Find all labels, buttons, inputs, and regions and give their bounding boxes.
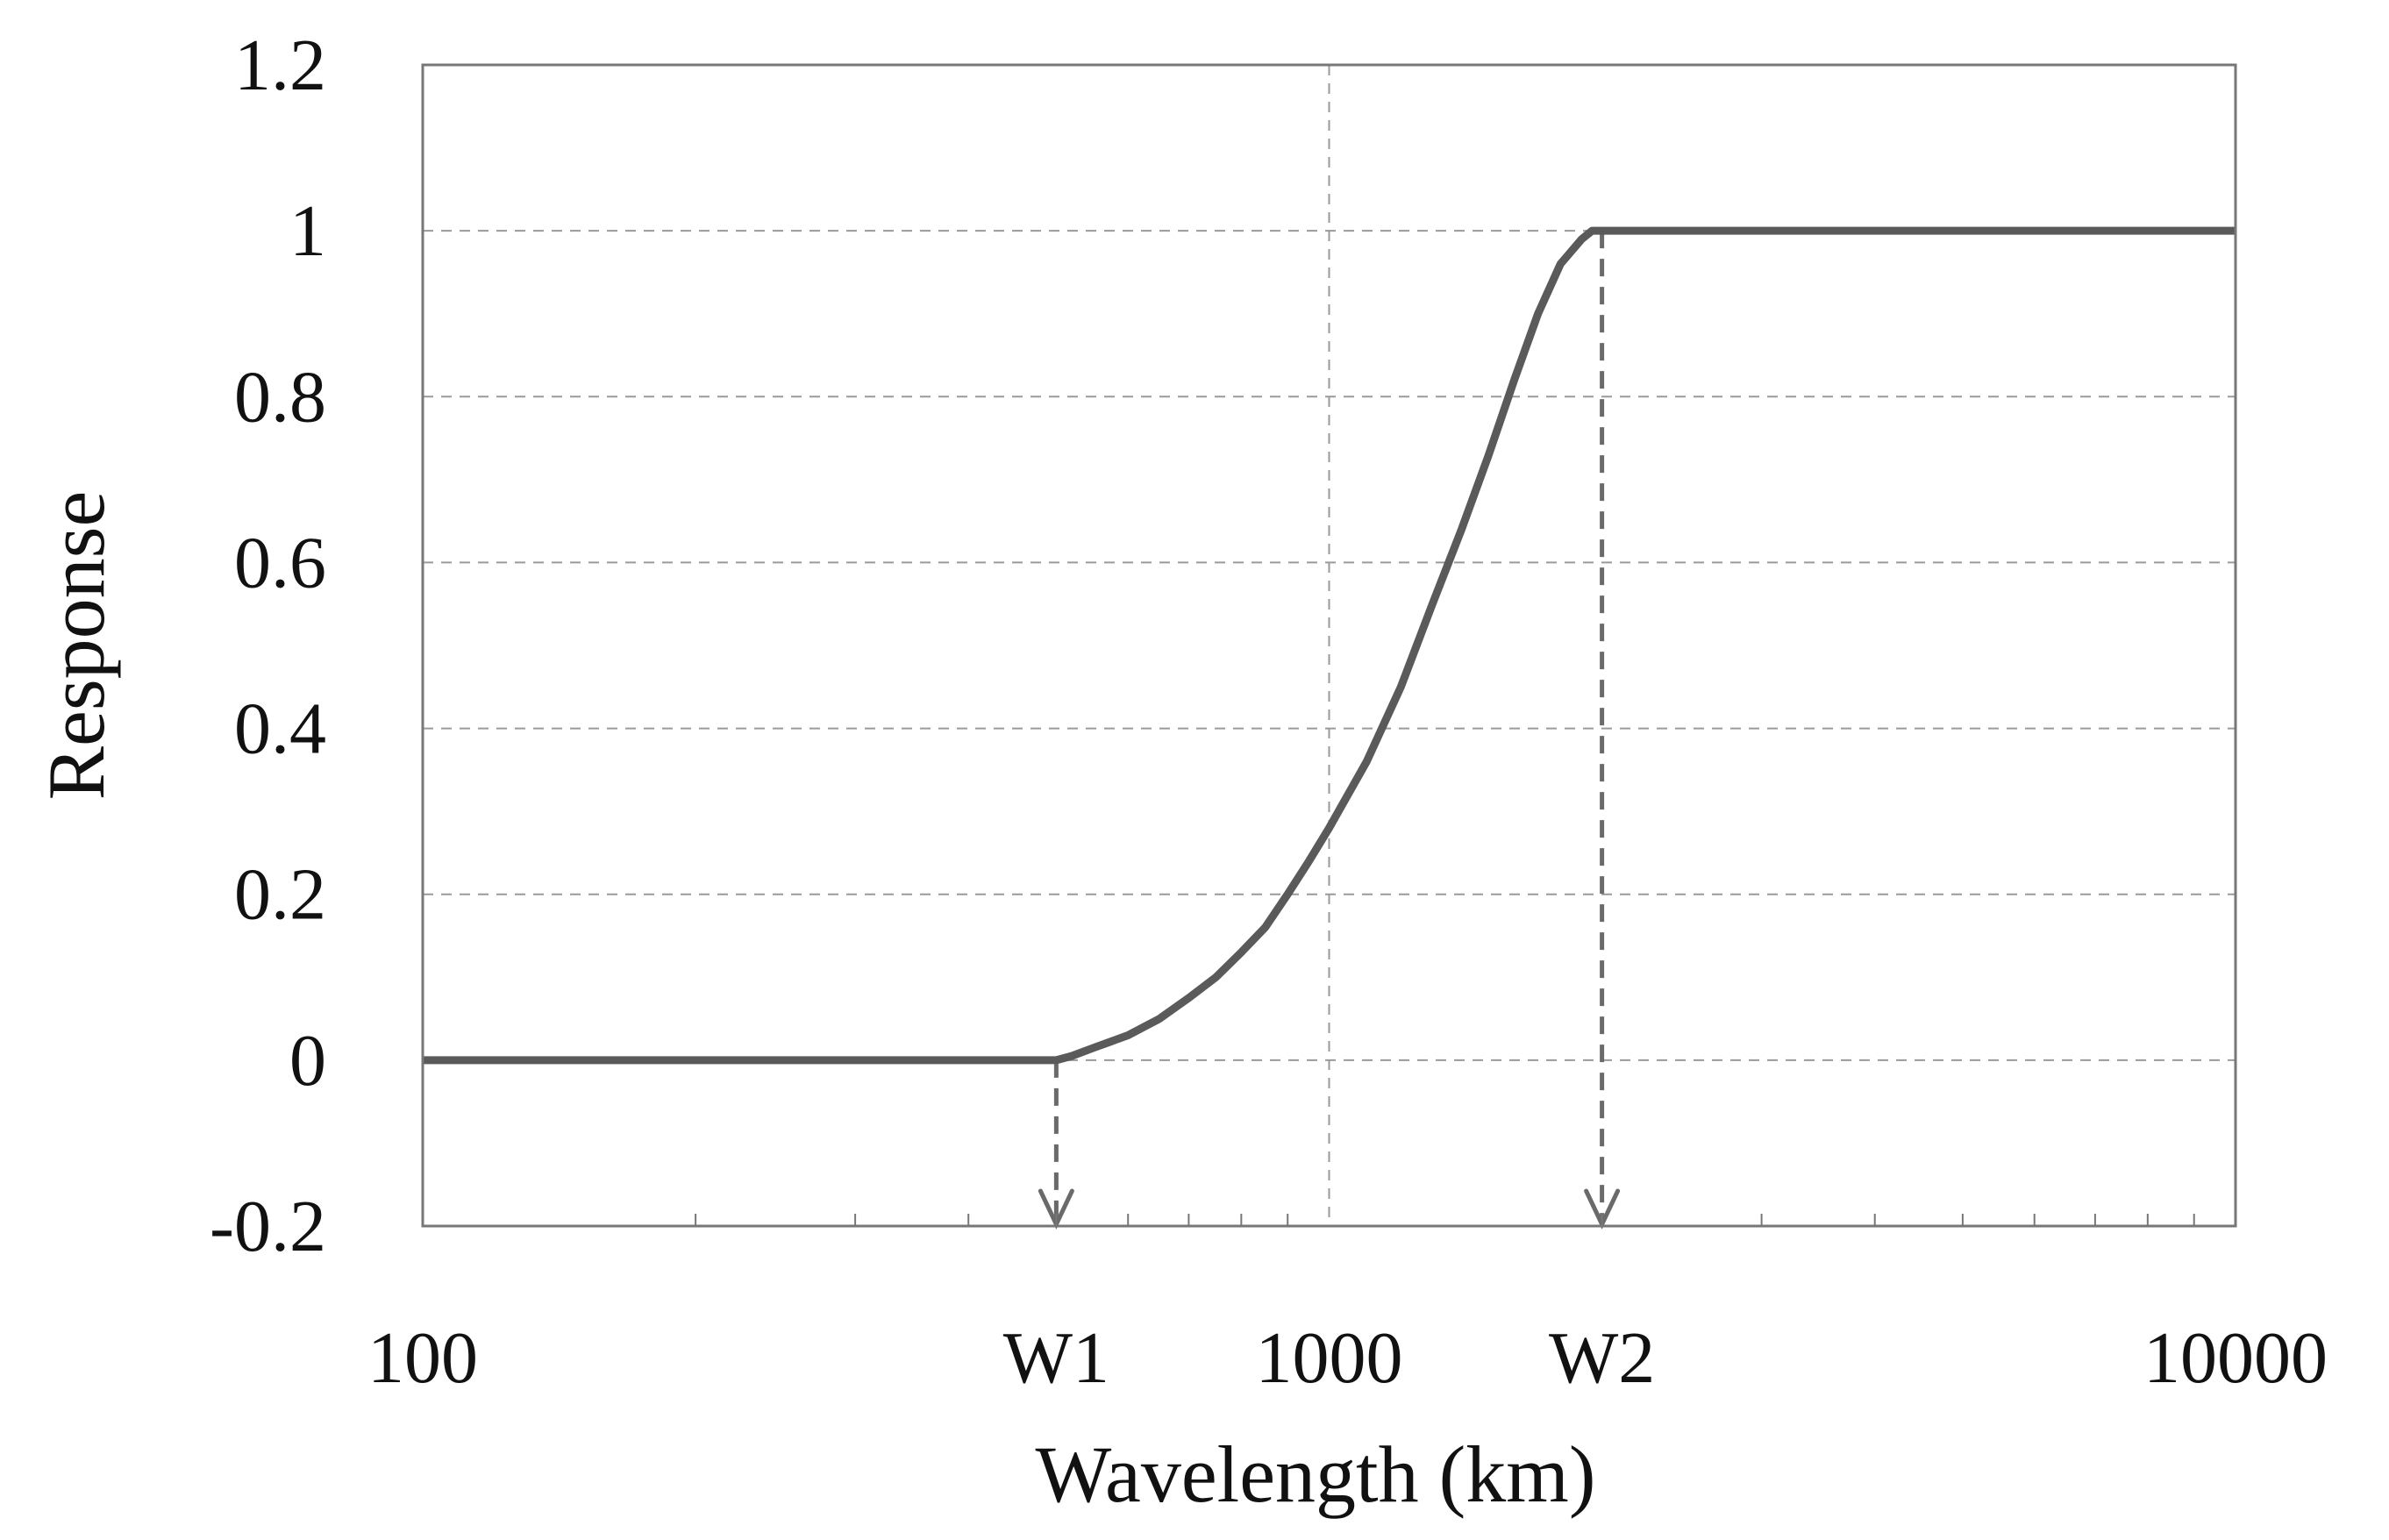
marker-label-w2: W2 [1549, 1317, 1655, 1399]
plot-frame [421, 63, 2237, 1228]
x-tick-label: 10000 [2143, 1317, 2328, 1399]
y-tick-label: 0.2 [234, 854, 326, 936]
y-tick-label: 0 [289, 1020, 326, 1102]
y-tick-label: 1 [289, 190, 326, 272]
y-tick-label: 1.2 [234, 25, 326, 106]
x-tick-label: 100 [367, 1317, 478, 1399]
x-axis-title: Wavelength (km) [1036, 1429, 1596, 1519]
y-tick-label: -0.2 [210, 1186, 326, 1267]
y-tick-label: 0.8 [234, 356, 326, 438]
marker-label-w1: W1 [1003, 1317, 1109, 1399]
series-line-response [423, 226, 2236, 1065]
y-axis-title: Response [32, 491, 121, 801]
x-tick-label: 1000 [1256, 1317, 1403, 1399]
y-tick-label: 0.6 [234, 522, 326, 603]
y-tick-label: 0.4 [234, 688, 326, 770]
